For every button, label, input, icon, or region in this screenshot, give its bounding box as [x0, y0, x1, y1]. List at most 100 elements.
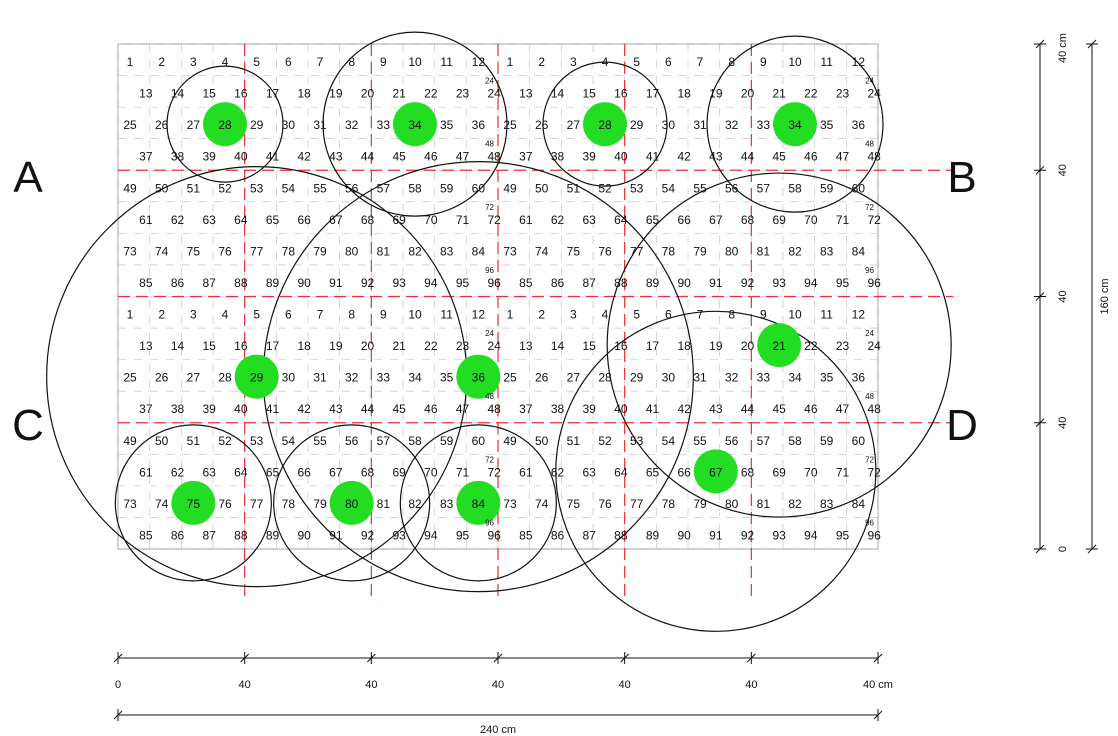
position-number: 88 [614, 528, 628, 542]
position-number: 60 [472, 434, 486, 448]
position-number: 90 [677, 276, 691, 290]
position-number: 88 [234, 276, 248, 290]
position-number: 47 [836, 402, 850, 416]
position-number: 74 [535, 497, 549, 511]
position-number: 25 [503, 118, 517, 132]
position-number: 51 [567, 434, 581, 448]
position-number: 27 [187, 118, 201, 132]
position-number: 10 [408, 308, 422, 322]
row-end-label: 48 [865, 392, 874, 401]
position-number: 96 [867, 276, 881, 290]
position-number: 52 [598, 434, 612, 448]
position-number: 49 [503, 434, 517, 448]
position-number: 79 [313, 497, 327, 511]
position-number: 3 [570, 308, 577, 322]
position-number: 46 [424, 402, 438, 416]
row-end-label: 96 [865, 266, 874, 275]
position-number: 68 [741, 465, 755, 479]
position-number: 16 [234, 87, 248, 101]
position-number: 87 [202, 528, 216, 542]
position-number: 92 [741, 528, 755, 542]
position-number: 60 [852, 181, 866, 195]
position-number: 62 [551, 213, 565, 227]
position-number: 68 [361, 465, 375, 479]
position-number: 33 [377, 118, 391, 132]
position-number: 43 [709, 150, 723, 164]
position-number: 65 [646, 465, 660, 479]
position-number: 8 [348, 308, 355, 322]
position-number: 41 [646, 402, 660, 416]
position-number: 67 [329, 465, 343, 479]
position-number: 94 [424, 528, 438, 542]
position-number: 18 [297, 339, 311, 353]
quadrant-label-b: B [947, 153, 976, 202]
position-number: 91 [329, 276, 343, 290]
position-number: 76 [218, 244, 232, 258]
position-number: 87 [202, 276, 216, 290]
position-number: 48 [487, 150, 501, 164]
position-number: 45 [772, 402, 786, 416]
position-number: 81 [757, 497, 771, 511]
position-number: 24 [867, 339, 881, 353]
position-number: 68 [741, 213, 755, 227]
position-number: 84 [852, 497, 866, 511]
row-end-label: 24 [485, 329, 494, 338]
position-number: 80 [725, 244, 739, 258]
position-number: 73 [503, 244, 517, 258]
position-number: 62 [171, 465, 185, 479]
position-number: 31 [313, 118, 327, 132]
position-number: 20 [741, 339, 755, 353]
position-number: 55 [313, 181, 327, 195]
position-number: 77 [630, 244, 644, 258]
position-number: 62 [171, 213, 185, 227]
position-number: 27 [567, 118, 581, 132]
position-number: 15 [582, 87, 596, 101]
sample-dot-layer [171, 102, 817, 525]
position-number: 28 [218, 371, 232, 385]
position-number: 79 [313, 244, 327, 258]
position-number: 67 [709, 465, 723, 479]
position-number: 69 [392, 465, 406, 479]
position-number: 14 [171, 87, 185, 101]
position-number: 7 [317, 308, 324, 322]
position-number: 35 [820, 118, 834, 132]
position-number: 18 [297, 87, 311, 101]
position-number: 44 [361, 150, 375, 164]
position-number: 43 [329, 150, 343, 164]
position-number: 82 [788, 244, 802, 258]
position-number: 11 [820, 308, 833, 322]
position-number: 47 [456, 150, 470, 164]
bottom-scale-label: 40 [365, 679, 377, 691]
position-number: 14 [171, 339, 185, 353]
position-number: 85 [519, 528, 533, 542]
position-number: 86 [551, 276, 565, 290]
row-end-label: 72 [485, 203, 494, 212]
coverage-circle [542, 61, 668, 187]
sample-point-dot [456, 480, 501, 525]
position-number: 19 [329, 339, 343, 353]
position-number: 54 [282, 181, 296, 195]
position-number: 51 [187, 434, 201, 448]
bottom-scale-label: 0 [115, 679, 121, 691]
position-number: 33 [757, 371, 771, 385]
position-number: 44 [361, 402, 375, 416]
position-number: 53 [250, 434, 264, 448]
row-end-label: 48 [485, 392, 494, 401]
position-number: 45 [392, 150, 406, 164]
position-number: 13 [519, 87, 533, 101]
position-number: 9 [380, 308, 387, 322]
position-number: 50 [535, 434, 549, 448]
row-end-label: 72 [865, 455, 874, 464]
position-number: 3 [190, 308, 197, 322]
position-number: 3 [190, 55, 197, 69]
row-end-label: 96 [865, 518, 874, 527]
sample-point-dot [234, 354, 279, 399]
position-number: 4 [222, 55, 229, 69]
position-number: 79 [693, 244, 707, 258]
position-number: 65 [646, 213, 660, 227]
position-number: 11 [440, 55, 453, 69]
position-number: 64 [234, 213, 248, 227]
position-number: 40 [234, 150, 248, 164]
position-number: 70 [804, 213, 818, 227]
position-number: 49 [123, 181, 137, 195]
